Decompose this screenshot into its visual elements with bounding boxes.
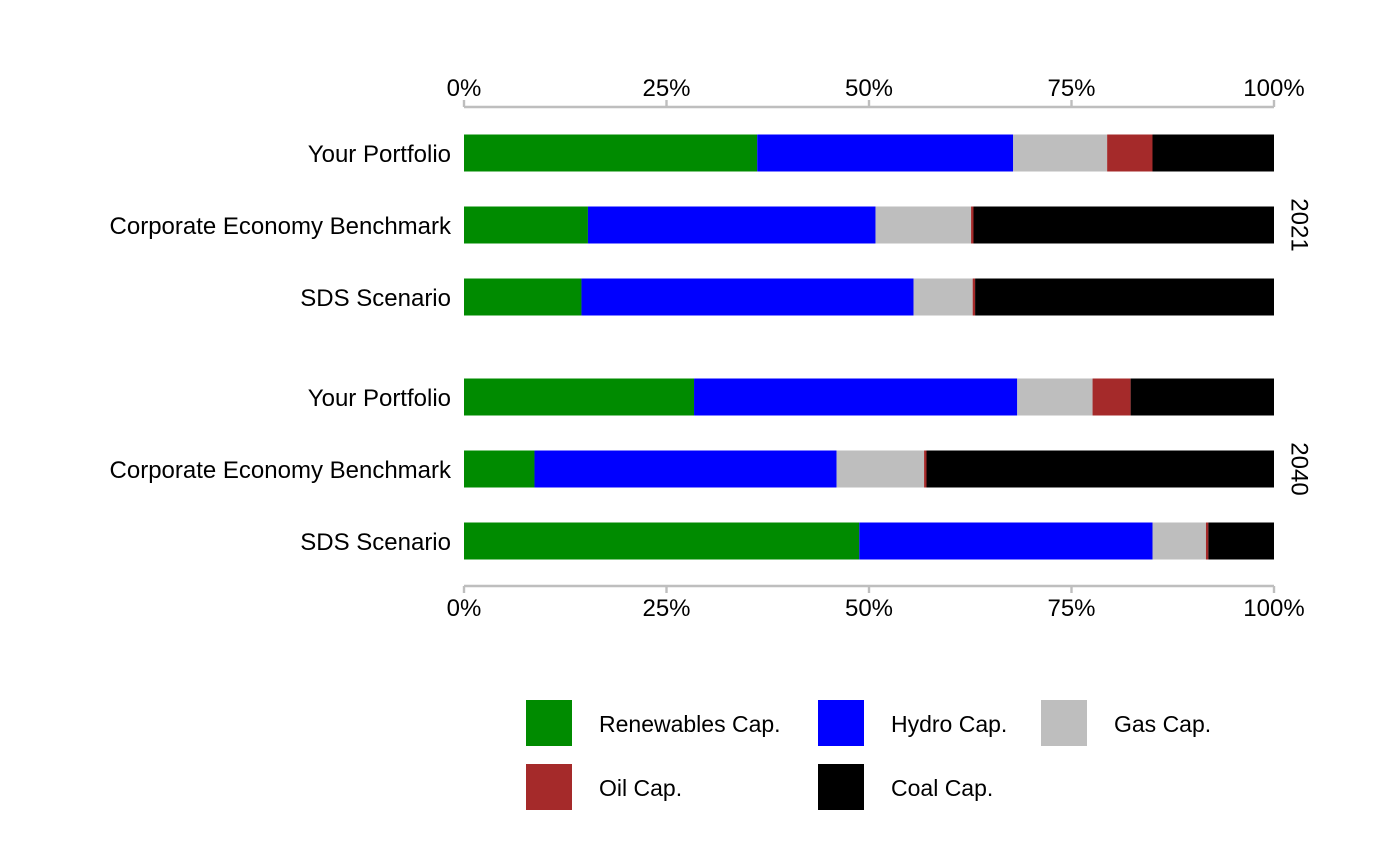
row-label: SDS Scenario	[300, 285, 451, 312]
row-label: Corporate Economy Benchmark	[110, 457, 452, 484]
legend-label: Gas Cap.	[1114, 711, 1211, 737]
bar-segment-coal-cap	[926, 450, 1274, 488]
top-tick-label: 50%	[845, 75, 893, 102]
bar-segment-coal-cap	[1208, 522, 1274, 560]
bar-segment-oil-cap	[1205, 522, 1209, 560]
panel-label: 2021	[1286, 198, 1313, 251]
bar-segment-hydro-cap	[694, 378, 1018, 416]
legend-label: Renewables Cap.	[599, 711, 781, 737]
bottom-tick-label: 50%	[845, 595, 893, 622]
bar-segment-renewables-cap	[464, 278, 582, 316]
bar-segment-hydro-cap	[859, 522, 1153, 560]
bar-segment-gas-cap	[836, 450, 925, 488]
row-label: Corporate Economy Benchmark	[110, 213, 452, 240]
bar-segment-gas-cap	[875, 206, 972, 244]
bar-segment-hydro-cap	[757, 134, 1014, 172]
bar-segment-coal-cap	[1130, 378, 1274, 416]
legend-key	[818, 764, 864, 810]
bar-segment-oil-cap	[924, 450, 927, 488]
bar-segment-coal-cap	[975, 278, 1274, 316]
bar-segment-renewables-cap	[464, 134, 758, 172]
bar-segment-oil-cap	[972, 278, 976, 316]
legend-key	[818, 700, 864, 746]
top-tick-label: 75%	[1047, 75, 1095, 102]
top-tick-label: 25%	[642, 75, 690, 102]
bar-segment-coal-cap	[973, 206, 1274, 244]
bottom-tick-label: 25%	[642, 595, 690, 622]
bar-segment-renewables-cap	[464, 450, 535, 488]
top-tick-label: 100%	[1243, 75, 1304, 102]
bar-segment-renewables-cap	[464, 522, 860, 560]
top-axis: 0% 25% 50% 75% 100%	[447, 75, 1305, 109]
bottom-axis: 0% 25% 50% 75% 100%	[447, 584, 1305, 622]
bar-segment-oil-cap	[1092, 378, 1131, 416]
bar-segment-coal-cap	[1152, 134, 1274, 172]
bar-segment-hydro-cap	[587, 206, 876, 244]
bottom-tick-label: 75%	[1047, 595, 1095, 622]
bar-segment-oil-cap	[971, 206, 974, 244]
row-label: Your Portfolio	[308, 385, 451, 412]
row-label: Your Portfolio	[308, 141, 451, 168]
panel-2021: Your Portfolio Corporate Economy Benchmar…	[110, 134, 1313, 316]
bar-segment-gas-cap	[913, 278, 973, 316]
bar-segment-hydro-cap	[581, 278, 914, 316]
legend-label: Coal Cap.	[891, 775, 993, 801]
bar-segment-renewables-cap	[464, 378, 695, 416]
legend-key	[526, 700, 572, 746]
chart-panels: Your Portfolio Corporate Economy Benchmar…	[110, 134, 1313, 560]
legend-label: Hydro Cap.	[891, 711, 1007, 737]
panel-2040: Your Portfolio Corporate Economy Benchmar…	[110, 378, 1313, 560]
bar-segment-hydro-cap	[534, 450, 837, 488]
panel-label: 2040	[1286, 442, 1313, 495]
legend-key	[1041, 700, 1087, 746]
bottom-tick-label: 100%	[1243, 595, 1304, 622]
row-label: SDS Scenario	[300, 529, 451, 556]
bar-segment-gas-cap	[1013, 134, 1108, 172]
bar-segment-gas-cap	[1152, 522, 1206, 560]
top-tick-label: 0%	[447, 75, 482, 102]
bar-segment-renewables-cap	[464, 206, 588, 244]
legend-key	[526, 764, 572, 810]
legend: Renewables Cap. Hydro Cap. Gas Cap. Oil Cap…	[526, 700, 1211, 810]
bar-segment-gas-cap	[1017, 378, 1093, 416]
bottom-tick-label: 0%	[447, 595, 482, 622]
bar-segment-oil-cap	[1107, 134, 1153, 172]
legend-label: Oil Cap.	[599, 775, 682, 801]
